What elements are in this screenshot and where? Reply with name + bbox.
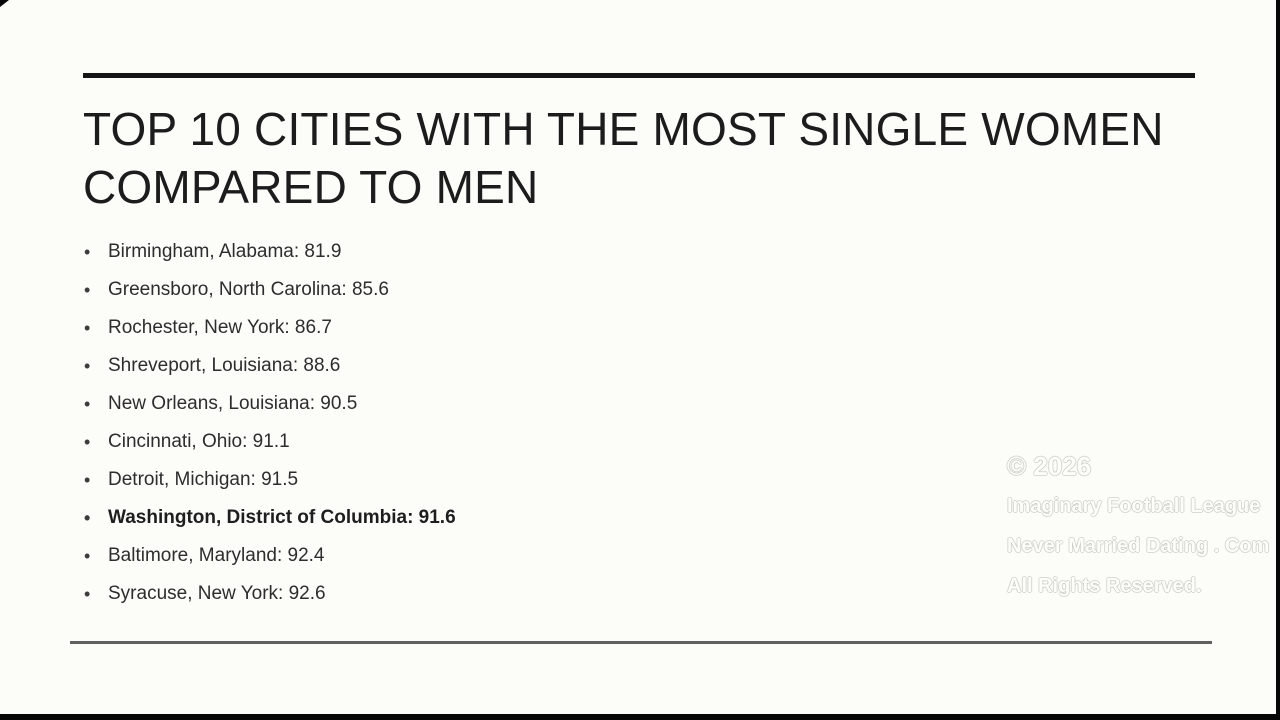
list-item: Detroit, Michigan: 91.5	[84, 461, 456, 499]
frame-bar-bottom	[0, 714, 1280, 720]
footer-rule	[70, 641, 1212, 644]
list-item: Shreveport, Louisiana: 88.6	[84, 347, 456, 385]
list-item: Syracuse, New York: 92.6	[84, 575, 456, 613]
list-item: Greensboro, North Carolina: 85.6	[84, 271, 456, 309]
watermark: © 2026 Imaginary Football League Never M…	[1007, 446, 1269, 606]
page-title: TOP 10 CITIES WITH THE MOST SINGLE WOMEN…	[83, 103, 1164, 213]
list-item: Cincinnati, Ohio: 91.1	[84, 423, 456, 461]
watermark-line-org: Imaginary Football League	[1007, 495, 1261, 517]
list-item: Rochester, New York: 86.7	[84, 309, 456, 347]
list-item-highlighted: Washington, District of Columbia: 91.6	[84, 499, 456, 537]
city-list: Birmingham, Alabama: 81.9 Greensboro, No…	[84, 233, 456, 613]
list-item: Baltimore, Maryland: 92.4	[84, 537, 456, 575]
watermark-line-rights: All Rights Reserved.	[1007, 575, 1202, 597]
list-item: Birmingham, Alabama: 81.9	[84, 233, 456, 271]
video-corner-artifact	[0, 0, 9, 7]
watermark-line-copyright: © 2026	[1007, 451, 1092, 481]
list-item: New Orleans, Louisiana: 90.5	[84, 385, 456, 423]
watermark-line-site: Never Married Dating . Com	[1007, 535, 1270, 557]
frame-bar-right	[1276, 0, 1280, 720]
title-top-rule	[83, 73, 1195, 78]
